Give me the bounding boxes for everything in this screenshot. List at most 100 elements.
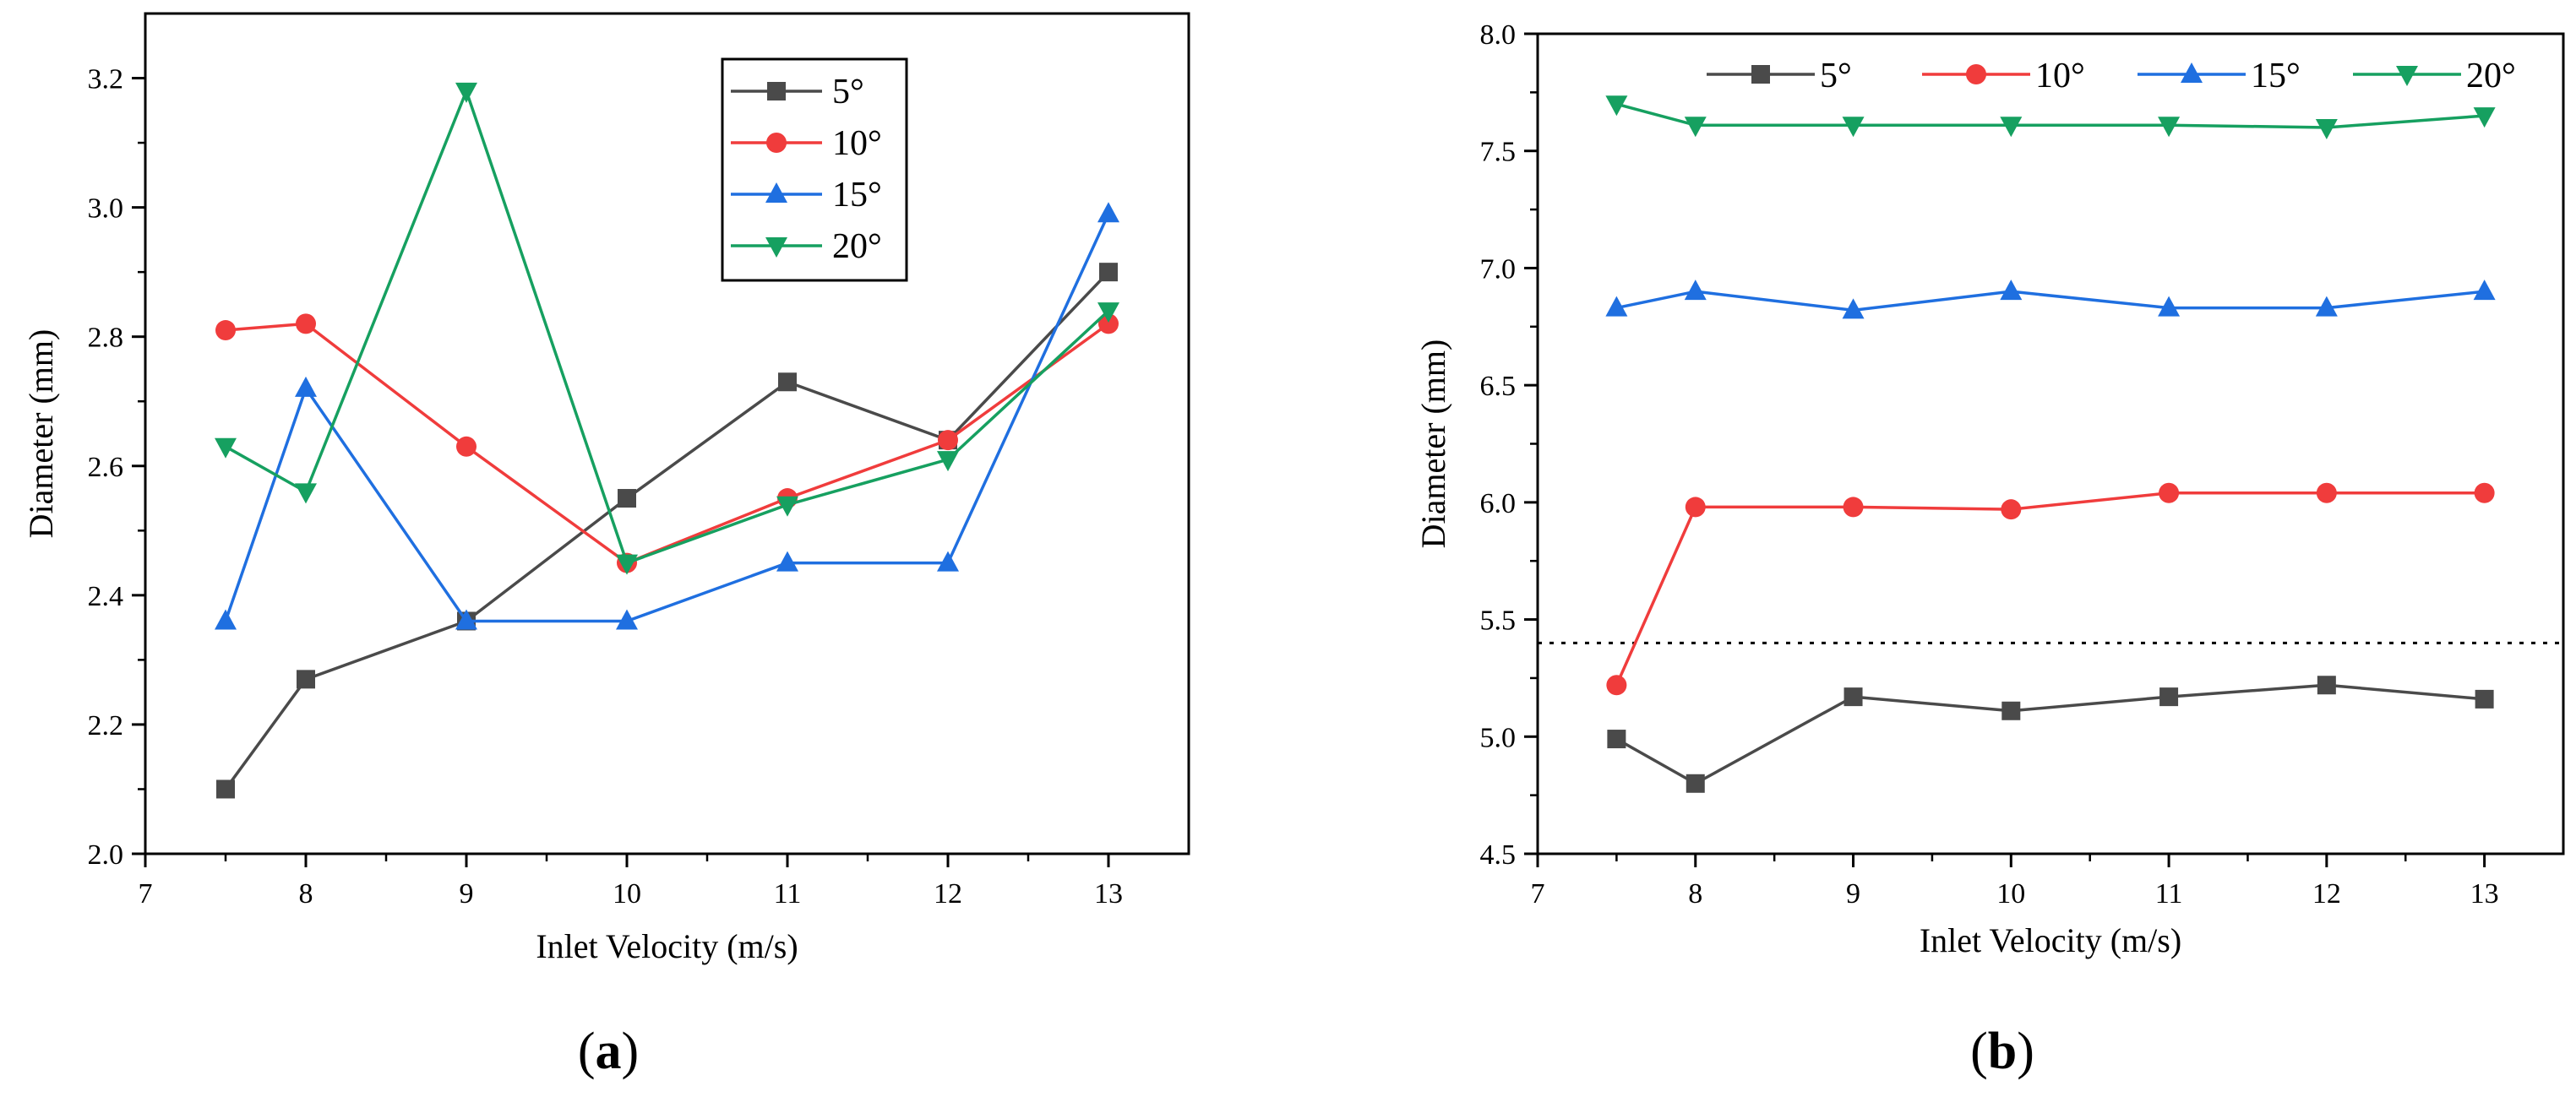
series-3 bbox=[215, 202, 1119, 630]
y-tick-label: 5.5 bbox=[1480, 606, 1517, 637]
panel-label: (b) bbox=[1970, 1023, 2034, 1080]
legend-marker bbox=[765, 237, 787, 258]
legend-label: 15° bbox=[2251, 57, 2301, 95]
data-point bbox=[1684, 280, 1707, 301]
data-point bbox=[1685, 497, 1706, 518]
y-axis-title: Diameter (mm) bbox=[22, 329, 60, 539]
x-tick-label: 11 bbox=[774, 878, 802, 910]
data-point bbox=[2000, 117, 2023, 138]
data-point bbox=[2159, 482, 2180, 503]
series-4 bbox=[1605, 95, 2496, 139]
legend-label: 15° bbox=[832, 176, 882, 215]
legend-label: 5° bbox=[832, 73, 864, 111]
x-tick-label: 12 bbox=[2312, 878, 2341, 910]
legend-item: 15° bbox=[731, 176, 882, 215]
legend-item: 20° bbox=[731, 227, 882, 266]
data-point bbox=[776, 496, 798, 517]
data-point bbox=[1844, 687, 1863, 707]
y-axis-title: Diameter (mm) bbox=[1414, 339, 1452, 549]
plot-frame bbox=[144, 12, 1190, 855]
plot-frame bbox=[1536, 32, 2565, 855]
data-point bbox=[1842, 117, 1865, 138]
legend-item: 5° bbox=[1707, 57, 1852, 95]
x-tick-label: 7 bbox=[1531, 878, 1545, 910]
x-tick-label: 8 bbox=[299, 878, 313, 910]
x-axis-title: Inlet Velocity (m/s) bbox=[536, 927, 798, 965]
legend-marker bbox=[2181, 62, 2203, 83]
series-3 bbox=[1605, 280, 2496, 319]
data-point bbox=[2315, 118, 2338, 139]
y-tick-label: 2.6 bbox=[88, 452, 124, 483]
panel-label: (a) bbox=[578, 1023, 639, 1080]
y-tick-label: 2.8 bbox=[88, 323, 124, 354]
series-line bbox=[224, 270, 1110, 790]
legend-marker bbox=[1751, 65, 1770, 84]
legend-marker bbox=[766, 133, 787, 153]
legend-item: 10° bbox=[731, 124, 882, 163]
panel-label-letter: a bbox=[596, 1023, 622, 1080]
data-point bbox=[937, 551, 959, 572]
legend-label: 5° bbox=[1820, 57, 1852, 95]
data-point bbox=[937, 451, 959, 472]
data-point bbox=[776, 551, 798, 572]
legend-marker bbox=[767, 82, 786, 100]
series-1 bbox=[1607, 676, 2494, 793]
legend-marker bbox=[2396, 66, 2418, 86]
data-point bbox=[2001, 499, 2022, 520]
data-point bbox=[1607, 730, 1626, 749]
data-point bbox=[618, 489, 636, 508]
y-tick-label: 3.2 bbox=[88, 64, 124, 95]
x-tick-label: 13 bbox=[1094, 878, 1123, 910]
data-point bbox=[1605, 296, 1628, 317]
series-4 bbox=[215, 82, 1119, 575]
data-point bbox=[456, 436, 477, 457]
y-tick-label: 2.2 bbox=[88, 710, 124, 741]
chart-a: 7 8 9 10 11 12 13 2.0 2.2 2.4 2.6 2.8 3.0 3.2 Inlet Ve… bbox=[22, 12, 1190, 1080]
y-tick-label: 7.5 bbox=[1480, 137, 1517, 168]
data-point bbox=[297, 670, 315, 689]
data-point bbox=[1686, 774, 1705, 793]
legend-label: 10° bbox=[2035, 57, 2085, 95]
legend-item: 10° bbox=[1922, 57, 2085, 95]
data-point bbox=[1605, 95, 1628, 117]
series-2 bbox=[215, 313, 1119, 573]
series-line bbox=[224, 213, 1110, 623]
data-point bbox=[1842, 298, 1865, 319]
x-tick-label: 10 bbox=[1996, 878, 2025, 910]
data-point bbox=[2315, 296, 2338, 317]
legend-item: 5° bbox=[731, 73, 864, 111]
data-point bbox=[1097, 202, 1119, 223]
x-tick-label: 13 bbox=[2470, 878, 2499, 910]
legend-label: 20° bbox=[832, 227, 882, 266]
data-point bbox=[215, 437, 237, 459]
data-point bbox=[2474, 482, 2495, 503]
legend: 5° 10° 15° 20° bbox=[1707, 57, 2516, 95]
panel-label-close: ) bbox=[2017, 1023, 2034, 1080]
data-point bbox=[1843, 497, 1864, 518]
y-tick-label: 5.0 bbox=[1480, 722, 1517, 753]
series-2 bbox=[1606, 482, 2495, 696]
legend-marker bbox=[1966, 64, 1986, 84]
panel-label-open: ( bbox=[578, 1023, 596, 1080]
chart-b: 7 8 9 10 11 12 13 4.5 5.0 5.5 6.0 6.5 7.0 7.5 8.0 Inlet… bbox=[1414, 19, 2565, 1080]
y-tick-label: 7.0 bbox=[1480, 253, 1517, 285]
y-tick-label: 6.5 bbox=[1480, 371, 1517, 402]
data-point bbox=[295, 376, 317, 397]
legend-item: 15° bbox=[2138, 57, 2301, 95]
series-line bbox=[225, 90, 1110, 565]
data-point bbox=[2158, 296, 2181, 317]
y-tick-label: 2.4 bbox=[88, 581, 124, 612]
x-tick-label: 10 bbox=[613, 878, 641, 910]
series-line bbox=[1615, 491, 2485, 686]
data-point bbox=[295, 483, 317, 504]
x-tick-label: 12 bbox=[934, 878, 962, 910]
x-axis-title: Inlet Velocity (m/s) bbox=[1920, 921, 2181, 959]
data-point bbox=[215, 609, 237, 630]
x-tick-label: 11 bbox=[2155, 878, 2183, 910]
data-point bbox=[616, 554, 638, 575]
legend-label: 10° bbox=[832, 124, 882, 163]
y-tick-label: 2.0 bbox=[88, 839, 124, 871]
panel-label-letter: b bbox=[1988, 1023, 2017, 1080]
y-tick-label: 3.0 bbox=[88, 193, 124, 225]
